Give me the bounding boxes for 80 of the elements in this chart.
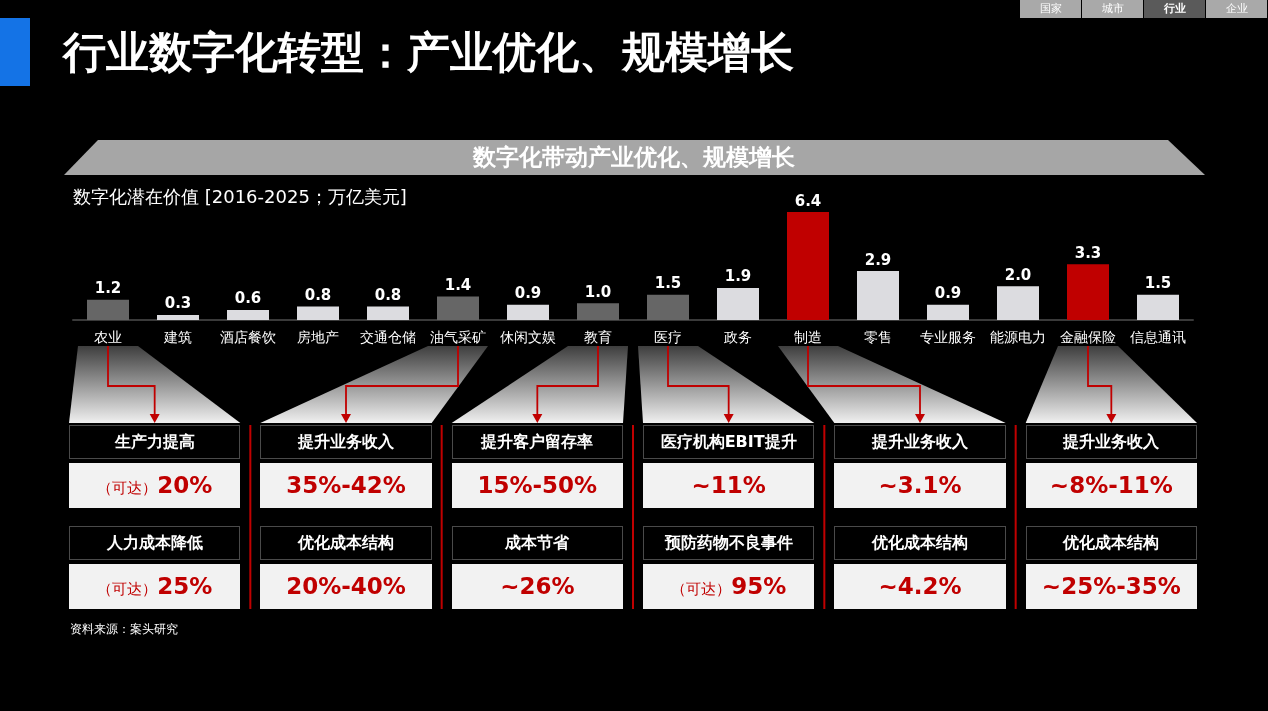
- text: 优化成本结构: [872, 533, 968, 553]
- y-axis-title: 数字化潜在价值 [2016-2025；万亿美元]: [73, 186, 407, 208]
- x-tick-label: 教育: [584, 329, 612, 345]
- text: ~8%-11%: [1049, 471, 1173, 498]
- text: 预防药物不良事件: [664, 533, 793, 553]
- data-label: 1.4: [444, 275, 472, 294]
- x-tick-label: 休闲文娱: [500, 329, 556, 345]
- bar: [297, 306, 339, 320]
- text: 提升客户留存率: [481, 432, 594, 452]
- text: 提升业务收入: [298, 432, 394, 452]
- x-tick-label: 专业服务: [920, 329, 976, 345]
- x-tick-label: 政务: [724, 329, 752, 345]
- bar: [1067, 264, 1109, 320]
- text: 20%-40%: [286, 572, 406, 599]
- data-label: 1.5: [654, 274, 682, 293]
- text: （可达）20%: [97, 471, 213, 498]
- data-label: 1.0: [584, 282, 612, 301]
- data-label: 0.9: [514, 284, 542, 303]
- text: 成本节省: [505, 533, 570, 553]
- chart-subtitle: 数字化带动产业优化、规模增长: [473, 144, 795, 172]
- x-tick-label: 油气采矿: [430, 329, 486, 345]
- data-label: 0.9: [934, 284, 962, 303]
- text: 资料来源：案头研究: [70, 622, 178, 637]
- x-tick-label: 医疗: [654, 329, 682, 345]
- data-label: 1.9: [724, 267, 752, 286]
- bar: [227, 309, 269, 320]
- x-tick-label: 酒店餐饮: [220, 329, 276, 345]
- x-tick-label: 金融保险: [1060, 329, 1116, 345]
- bar: [507, 304, 549, 320]
- text: ~25%-35%: [1041, 572, 1181, 599]
- text: 城市: [1101, 2, 1124, 16]
- x-tick-label: 农业: [94, 329, 122, 345]
- data-label: 0.8: [374, 286, 402, 304]
- x-tick-label: 信息通讯: [1130, 329, 1186, 345]
- data-label: 1.2: [94, 279, 122, 298]
- text: 国家: [1039, 2, 1062, 16]
- text: ~26%: [500, 572, 575, 599]
- x-tick-label: 能源电力: [990, 329, 1046, 345]
- text: 35%-42%: [286, 471, 406, 498]
- bar: [157, 314, 199, 320]
- text: 优化成本结构: [1063, 533, 1160, 553]
- x-tick-label: 建筑: [163, 329, 192, 345]
- bar: [367, 306, 409, 320]
- data-label: 3.3: [1074, 243, 1102, 262]
- bar: [857, 271, 899, 320]
- text: 优化成本结构: [298, 533, 394, 553]
- text: 提升业务收入: [872, 432, 968, 452]
- x-tick-label: 交通仓储: [360, 329, 416, 345]
- text: （可达）95%: [671, 572, 787, 599]
- text: 15%-50%: [477, 471, 598, 498]
- bar: [997, 286, 1039, 320]
- text: ~11%: [691, 471, 766, 498]
- bar: [927, 304, 969, 320]
- x-tick-label: 零售: [864, 329, 892, 345]
- data-label: 6.4: [794, 191, 822, 210]
- bar: [717, 287, 759, 320]
- bar: [787, 212, 829, 320]
- bar: [1137, 294, 1179, 320]
- data-label: 1.5: [1144, 274, 1172, 293]
- text: 企业: [1225, 2, 1248, 16]
- text: 提升业务收入: [1063, 432, 1160, 452]
- text: 生产力提高: [114, 432, 195, 452]
- bar: [87, 299, 129, 320]
- data-label: 0.3: [164, 294, 192, 313]
- data-label: 2.0: [1004, 265, 1032, 284]
- bar: [647, 294, 689, 320]
- x-tick-label: 房地产: [297, 329, 339, 345]
- chart-title: 行业数字化转型：产业优化、规模增长: [63, 27, 794, 79]
- text: ~4.2%: [878, 572, 962, 599]
- data-label: 0.6: [234, 289, 262, 308]
- data-label: 0.8: [304, 286, 332, 304]
- bar: [437, 296, 479, 320]
- text: ~3.1%: [878, 471, 962, 498]
- data-label: 2.9: [864, 250, 892, 269]
- text: （可达）25%: [97, 572, 213, 599]
- bar: [577, 303, 619, 320]
- text: 人力成本降低: [106, 533, 203, 553]
- text: 行业: [1163, 2, 1186, 16]
- x-tick-label: 制造: [794, 329, 822, 345]
- text: 医疗机构EBIT提升: [660, 432, 797, 452]
